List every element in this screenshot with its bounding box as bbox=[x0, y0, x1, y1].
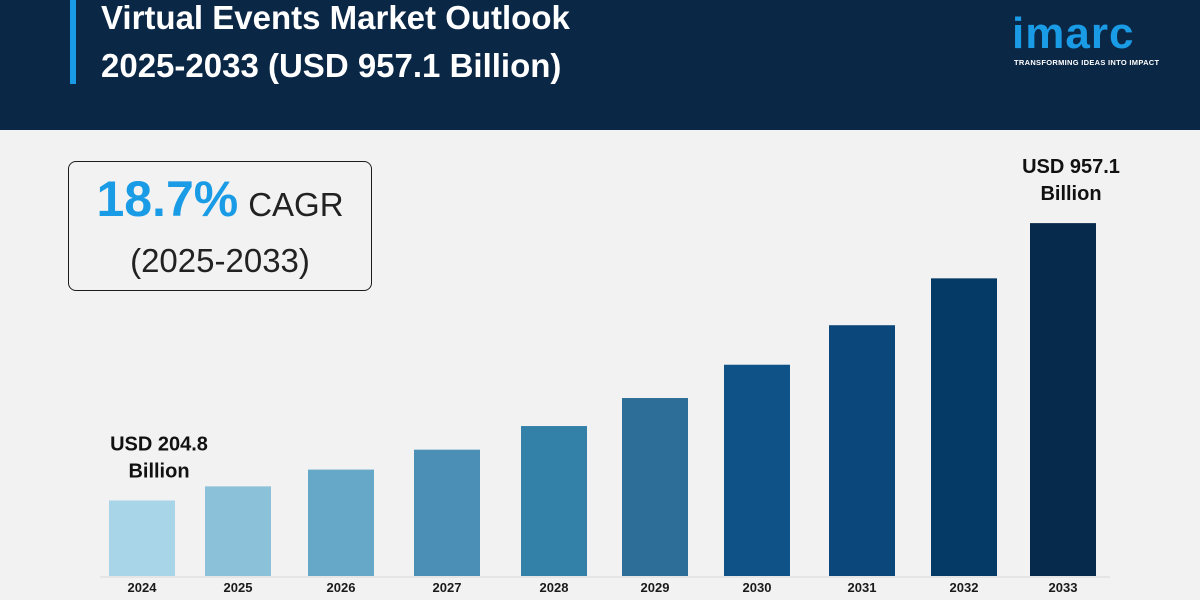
x-tick-label-2030: 2030 bbox=[743, 580, 772, 595]
logo-wordmark: imarc bbox=[1012, 9, 1135, 58]
x-tick-label-2024: 2024 bbox=[128, 580, 158, 595]
bar-2029 bbox=[622, 398, 688, 576]
bar-2031 bbox=[829, 325, 895, 576]
logo-tagline: TRANSFORMING IDEAS INTO IMPACT bbox=[1014, 58, 1160, 67]
cagr-label: CAGR bbox=[248, 186, 344, 223]
bar-2027 bbox=[414, 449, 480, 576]
data-label-2033-line1: USD 957.1 bbox=[1022, 156, 1120, 178]
data-label-2024-line2: Billion bbox=[128, 460, 189, 482]
page-title: Virtual Events Market Outlook 2025-2033 … bbox=[101, 0, 861, 90]
title-accent-bar bbox=[70, 0, 76, 84]
bar-2025 bbox=[205, 486, 271, 576]
bar-2032 bbox=[931, 278, 997, 576]
title-line-2: 2025-2033 (USD 957.1 Billion) bbox=[101, 47, 562, 84]
bar-2026 bbox=[308, 469, 374, 576]
x-tick-label-2026: 2026 bbox=[327, 580, 356, 595]
bar-2033 bbox=[1030, 223, 1096, 576]
bar-2030 bbox=[724, 364, 790, 576]
cagr-value: 18.7% bbox=[96, 171, 239, 227]
x-tick-label-2029: 2029 bbox=[641, 580, 670, 595]
bar-chart: 2024 2025 2026 2027 2028 2029 2030 2031 2032 2033… bbox=[100, 156, 1120, 595]
x-tick-label-2031: 2031 bbox=[848, 580, 877, 595]
imarc-logo: imarc TRANSFORMING IDEAS INTO IMPACT bbox=[1012, 9, 1172, 74]
bar-2028 bbox=[521, 426, 587, 576]
cagr-period: (2025-2033) bbox=[130, 242, 310, 279]
data-label-2033-line2: Billion bbox=[1040, 183, 1101, 205]
x-tick-label-2033: 2033 bbox=[1049, 580, 1078, 595]
bar-2024 bbox=[109, 500, 175, 576]
x-tick-label-2028: 2028 bbox=[540, 580, 569, 595]
x-tick-label-2027: 2027 bbox=[433, 580, 462, 595]
cagr-callout: 18.7% CAGR (2025-2033) bbox=[68, 161, 372, 291]
data-label-2024-line1: USD 204.8 bbox=[110, 433, 208, 455]
x-tick-label-2025: 2025 bbox=[224, 580, 253, 595]
header-banner: Virtual Events Market Outlook 2025-2033 … bbox=[0, 0, 1200, 130]
title-line-1: Virtual Events Market Outlook bbox=[101, 0, 570, 36]
x-tick-label-2032: 2032 bbox=[950, 580, 979, 595]
